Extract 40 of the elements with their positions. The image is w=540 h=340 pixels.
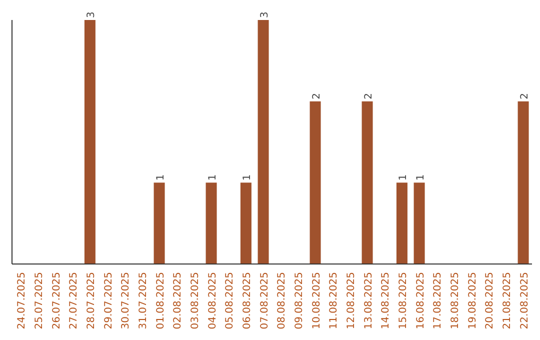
x-tick-label: 21.08.2025 [502, 272, 513, 330]
data-label: 3 [259, 12, 270, 18]
x-tick-label: 11.08.2025 [328, 272, 340, 330]
x-tick-label: 26.07.2025 [51, 272, 62, 330]
data-label: 1 [242, 174, 253, 181]
x-tick-label: 05.08.2025 [224, 272, 236, 330]
data-label: 2 [363, 92, 374, 100]
x-tick-label: 15.08.2025 [398, 272, 409, 330]
x-tick-label: 30.07.2025 [120, 272, 132, 330]
x-tick-label: 13.08.2025 [363, 272, 374, 330]
x-tick-label: 31.07.2025 [138, 272, 149, 330]
x-tick-label: 12.08.2025 [346, 272, 357, 330]
x-tick-label: 24.07.2025 [16, 272, 28, 330]
x-tick-label: 18.08.2025 [450, 272, 461, 330]
x-tick-label: 10.08.2025 [311, 272, 322, 330]
x-tick-label: 20.08.2025 [484, 272, 496, 330]
x-tick-label: 17.08.2025 [432, 272, 444, 330]
x-tick-label: 03.08.2025 [190, 272, 201, 330]
x-tick-label: 07.08.2025 [259, 272, 270, 330]
x-tick-label: 28.07.2025 [86, 272, 97, 330]
x-tick-label: 25.07.2025 [34, 272, 45, 330]
x-tick-label: 04.08.2025 [207, 272, 218, 330]
x-tick-label: 02.08.2025 [172, 272, 184, 330]
data-label: 2 [311, 92, 322, 100]
data-label: 1 [415, 174, 426, 181]
x-tick-label: 06.08.2025 [242, 272, 253, 330]
data-label: 1 [207, 174, 218, 181]
x-tick-label: 29.07.2025 [103, 272, 114, 330]
x-tick-label: 16.08.2025 [415, 272, 426, 330]
x-tick-label: 09.08.2025 [294, 272, 305, 330]
x-tick-label: 01.08.2025 [155, 272, 166, 330]
x-tick-label: 27.07.2025 [68, 272, 80, 330]
x-tick-label: 19.08.2025 [467, 272, 478, 330]
x-tick-label: 14.08.2025 [380, 272, 392, 330]
data-label: 1 [398, 174, 409, 181]
data-label: 1 [155, 174, 166, 181]
data-label: 2 [519, 92, 530, 100]
data-label: 3 [86, 12, 97, 18]
x-tick-label: 22.08.2025 [519, 272, 530, 330]
x-tick-label: 08.08.2025 [276, 272, 288, 330]
